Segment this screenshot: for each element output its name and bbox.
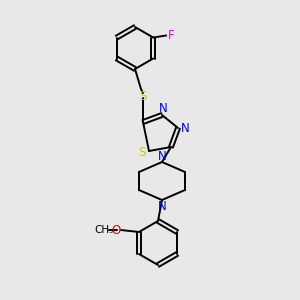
Text: F: F	[168, 29, 175, 42]
Text: N: N	[159, 103, 167, 116]
Text: N: N	[181, 122, 189, 134]
Text: S: S	[138, 146, 146, 158]
Text: CH₃: CH₃	[94, 225, 114, 235]
Text: N: N	[158, 200, 166, 212]
Text: S: S	[139, 89, 147, 103]
Text: N: N	[158, 149, 166, 163]
Text: O: O	[111, 224, 121, 236]
